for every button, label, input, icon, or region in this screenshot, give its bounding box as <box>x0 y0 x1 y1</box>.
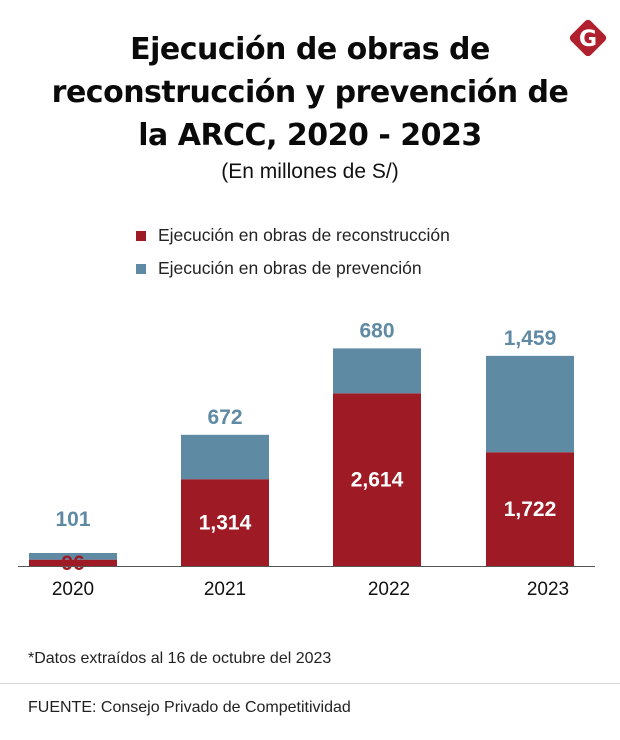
chart-subtitle: (En millones de S/) <box>221 160 399 183</box>
bar-prevention-2023 <box>486 355 574 453</box>
label-prevention-2020: 101 <box>55 508 90 531</box>
label-prevention-2021: 672 <box>207 406 242 429</box>
label-prevention-2022: 680 <box>359 319 394 342</box>
label-reconstruction-2020: 96 <box>61 552 84 575</box>
label-reconstruction-2021: 1,314 <box>199 512 252 535</box>
bar-reconstruction-2023 <box>486 452 574 566</box>
chart-legend: Ejecución en obras de reconstrucción Eje… <box>136 219 450 285</box>
logo-letter: G <box>579 27 597 52</box>
bar-reconstruction-2022 <box>333 393 421 566</box>
label-reconstruction-2022: 2,614 <box>351 469 404 492</box>
x-tick-label-2022: 2022 <box>368 579 410 600</box>
legend-swatch-reconstruction <box>136 230 146 241</box>
footnote: *Datos extraídos al 16 de octubre del 20… <box>28 650 332 667</box>
title-line-1: Ejecución de obras de <box>130 32 490 67</box>
x-tick-label-2023: 2023 <box>527 579 569 600</box>
source-note: FUENTE: Consejo Privado de Competitivida… <box>28 699 351 716</box>
label-reconstruction-2023: 1,722 <box>504 498 557 521</box>
title-line-3: la ARCC, 2020 - 2023 <box>138 118 482 153</box>
stacked-bar-chart: 101 96 2020 672 1,314 2021 680 2,614 2022 1,459 1,… <box>18 319 595 600</box>
bar-reconstruction-2021 <box>181 479 269 566</box>
legend-label-reconstruction: Ejecución en obras de reconstrucción <box>158 225 450 245</box>
legend-label-prevention: Ejecución en obras de prevención <box>158 258 422 278</box>
gestion-logo-icon: G <box>569 19 607 57</box>
bar-reconstruction-2020 <box>29 559 117 566</box>
label-prevention-2023: 1,459 <box>504 327 557 350</box>
legend-item-prevention: Ejecución en obras de prevención <box>136 252 450 285</box>
legend-swatch-prevention <box>136 263 146 274</box>
x-tick-label-2021: 2021 <box>204 579 246 600</box>
legend-item-reconstruction: Ejecución en obras de reconstrucción <box>136 219 450 252</box>
bar-prevention-2022 <box>333 348 421 394</box>
x-tick-label-2020: 2020 <box>52 579 94 600</box>
bar-prevention-2021 <box>181 434 269 480</box>
footer-divider <box>0 683 620 684</box>
bar-prevention-2020 <box>29 552 117 560</box>
title-line-2: reconstrucción y prevención de <box>51 75 569 110</box>
chart-title: Ejecución de obras de reconstrucción y p… <box>0 28 620 157</box>
logo-diamond <box>569 19 607 57</box>
